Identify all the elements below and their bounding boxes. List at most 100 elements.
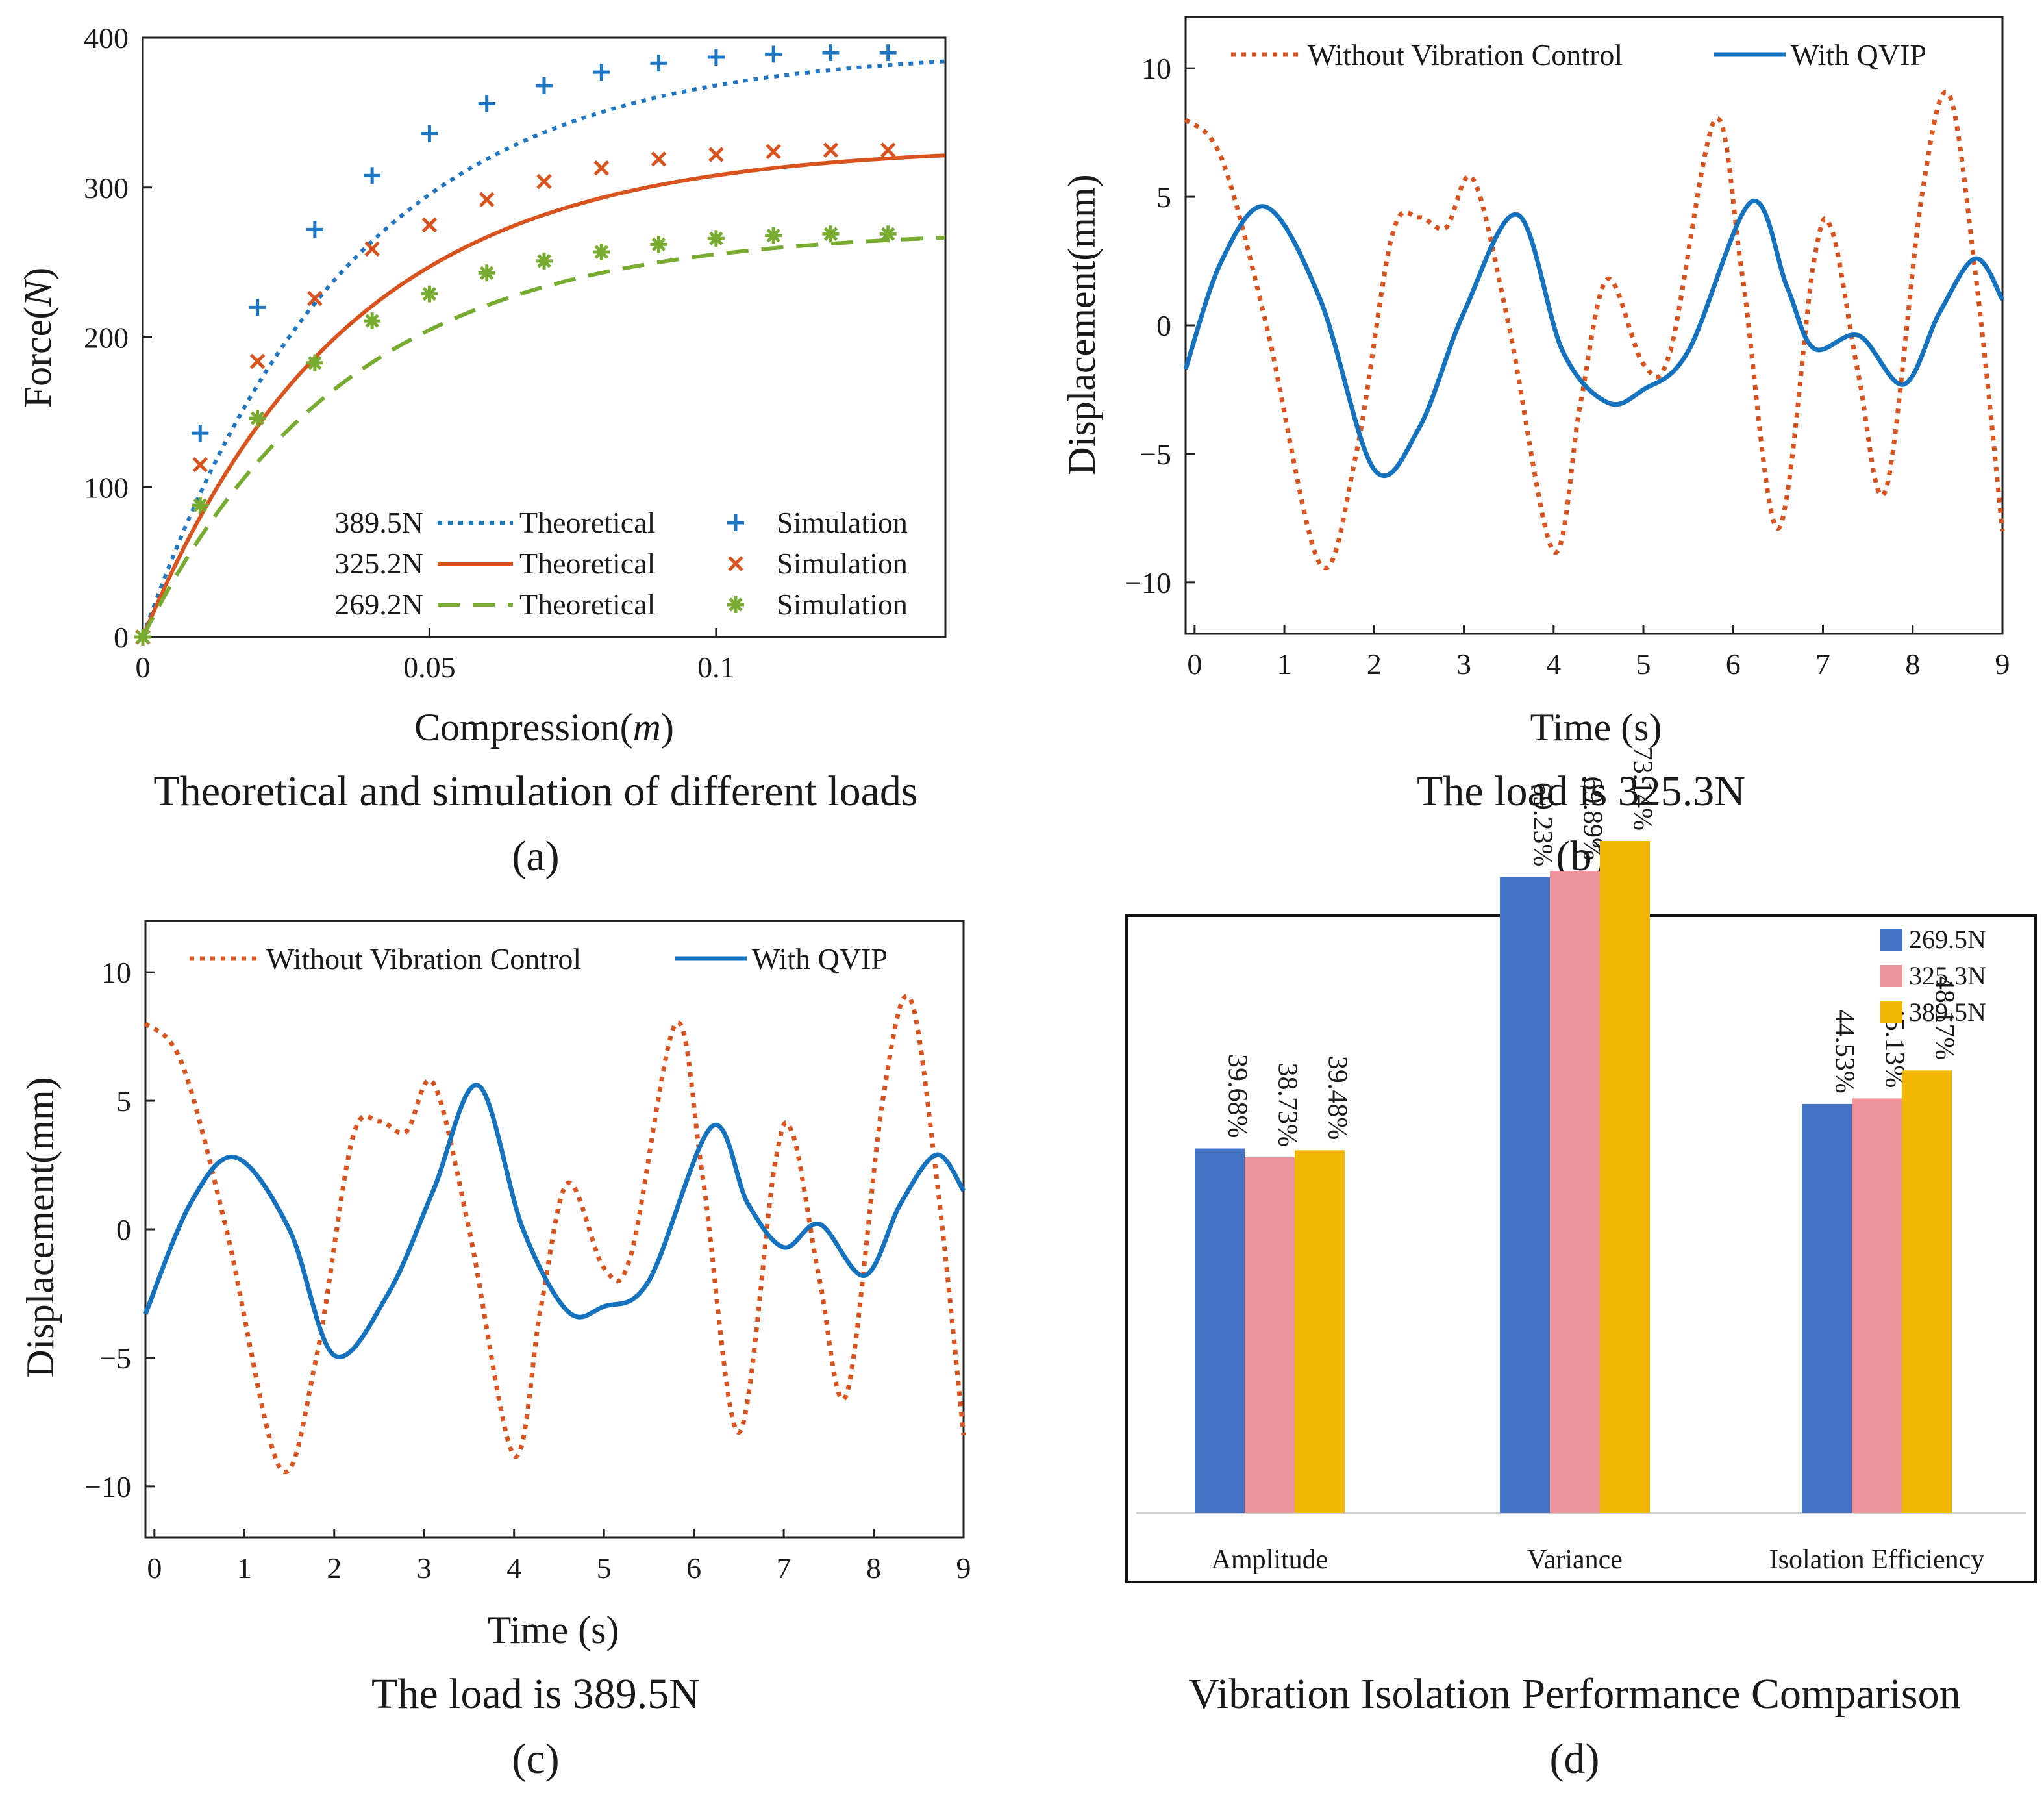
chart-b-ytick-label: −10: [1125, 566, 1171, 599]
chart-c-ytick-label: 5: [116, 1085, 131, 1118]
data-point: [192, 425, 209, 442]
chart-c-ytick-label: 0: [116, 1213, 131, 1246]
data-point: [364, 312, 381, 330]
chart-c-xtick-label: 7: [777, 1551, 791, 1585]
data-point: [766, 144, 781, 160]
data-point: [650, 55, 667, 72]
data-point: [536, 252, 553, 270]
legend-simulation-label: Simulation: [777, 506, 908, 539]
legend-series-label: With QVIP: [752, 942, 888, 975]
chart-c: 0 1 2 3 4 5 6 7 8 9 −10 −5 0 5 10 Without Vibration Co…: [19, 920, 971, 1783]
legend-load-label: 389.5N: [334, 506, 423, 539]
bar: [1245, 1157, 1295, 1513]
data-point: [478, 95, 495, 112]
chart-a-caption: Theoretical and simulation of different …: [153, 768, 917, 815]
legend-swatch: [1880, 965, 1902, 987]
bar: [1802, 1103, 1852, 1513]
series-line: [141, 153, 946, 638]
series-line: [1183, 198, 2005, 479]
chart-b-xtick-label: 6: [1726, 647, 1741, 681]
data-point: [192, 496, 209, 514]
data-point: [306, 354, 323, 371]
chart-c-xtick-label: 2: [327, 1551, 342, 1585]
chart-c-ytick-label: −10: [84, 1470, 131, 1503]
legend-load-label: 269.2N: [334, 588, 423, 621]
chart-c-ylabel: Displacement(mm): [19, 1077, 62, 1377]
data-point: [134, 629, 151, 646]
chart-c-xtick-label: 3: [417, 1551, 432, 1585]
data-point: [650, 236, 667, 253]
chart-d-panel-label: (d): [1550, 1735, 1600, 1783]
data-point: [707, 230, 725, 247]
legend-theoretical-label: Theoretical: [519, 547, 655, 580]
data-point: [879, 44, 897, 62]
chart-c-xlabel: Time (s): [488, 1609, 619, 1651]
chart-b-xtick-label: 7: [1815, 647, 1830, 681]
bar-data-label: 69.23%: [1528, 783, 1558, 867]
data-point: [479, 192, 495, 207]
chart-c-legend: Without Vibration Control With QVIP: [190, 942, 888, 975]
chart-b-xtick-label: 3: [1456, 647, 1471, 681]
chart-c-xtick-label: 8: [866, 1551, 881, 1585]
data-point: [249, 353, 266, 370]
chart-a-ytick-label: 0: [114, 621, 129, 654]
series-line: [141, 235, 946, 638]
data-point: [880, 142, 896, 158]
data-point: [593, 64, 610, 81]
chart-a-ylabel: Force(N): [16, 268, 59, 408]
bar-data-label: 39.48%: [1323, 1056, 1352, 1140]
chart-b-ytick-label: 5: [1156, 181, 1171, 214]
bar: [1852, 1098, 1902, 1513]
bar-data-label: 39.68%: [1223, 1054, 1253, 1138]
chart-d-legend: 269.5N 325.3N 389.5N: [1880, 925, 1986, 1027]
data-point: [421, 217, 438, 233]
chart-b-legend: Without Vibration Control With QVIP: [1231, 38, 1926, 71]
data-point: [822, 225, 840, 243]
data-point: [307, 290, 323, 307]
data-point: [536, 173, 552, 190]
chart-b-ylabel: Displacement(mm): [1060, 174, 1103, 475]
bar: [1500, 877, 1550, 1513]
chart-b-xtick-label: 0: [1187, 647, 1202, 681]
chart-a-xlabel: Compression(m): [414, 706, 674, 749]
chart-c-ytick-label: −5: [99, 1342, 131, 1375]
bar: [1195, 1148, 1245, 1513]
chart-b-xlabel: Time (s): [1530, 706, 1662, 749]
chart-b: 0 1 2 3 4 5 6 7 8 9 −10 −5 0 5 10 Without Vibration Co…: [1060, 16, 2010, 880]
chart-b-xtick-label: 4: [1546, 647, 1561, 681]
series-line: [143, 1083, 966, 1359]
legend-marker-swatch: [727, 596, 744, 613]
data-point: [822, 44, 840, 62]
data-point: [249, 410, 266, 427]
data-point: [593, 160, 610, 176]
legend-series-label: Without Vibration Control: [266, 942, 581, 975]
chart-b-xtick-label: 2: [1367, 647, 1382, 681]
legend-load-label: 325.2N: [334, 547, 423, 580]
category-label: Amplitude: [1212, 1545, 1328, 1575]
chart-a-panel-label: (a): [512, 833, 559, 880]
data-point: [765, 227, 782, 244]
data-point: [593, 243, 610, 260]
chart-a-ytick-label: 200: [84, 321, 129, 355]
chart-c-xtick-label: 6: [686, 1551, 701, 1585]
bar: [1550, 871, 1600, 1513]
chart-b-ytick-label: −5: [1140, 438, 1171, 471]
data-point: [823, 142, 839, 158]
chart-c-xtick-label: 9: [956, 1551, 971, 1585]
data-point: [708, 147, 724, 162]
chart-a-xtick-label: 0.05: [403, 651, 456, 684]
data-point: [536, 77, 553, 94]
chart-a-legend: 389.5N Theoretical Simulation 325.2N Theoret…: [334, 506, 908, 621]
data-point: [478, 264, 495, 282]
legend-marker-swatch: [727, 514, 744, 531]
bar: [1295, 1150, 1345, 1513]
chart-c-panel-label: (c): [512, 1735, 559, 1783]
data-point: [765, 45, 782, 63]
legend-marker-swatch: [728, 556, 743, 571]
chart-b-caption: The load is 325.3N: [1417, 768, 1745, 815]
data-point: [249, 299, 266, 316]
legend-simulation-label: Simulation: [777, 547, 908, 580]
bar: [1600, 841, 1650, 1513]
legend-series-label: Without Vibration Control: [1308, 38, 1623, 71]
